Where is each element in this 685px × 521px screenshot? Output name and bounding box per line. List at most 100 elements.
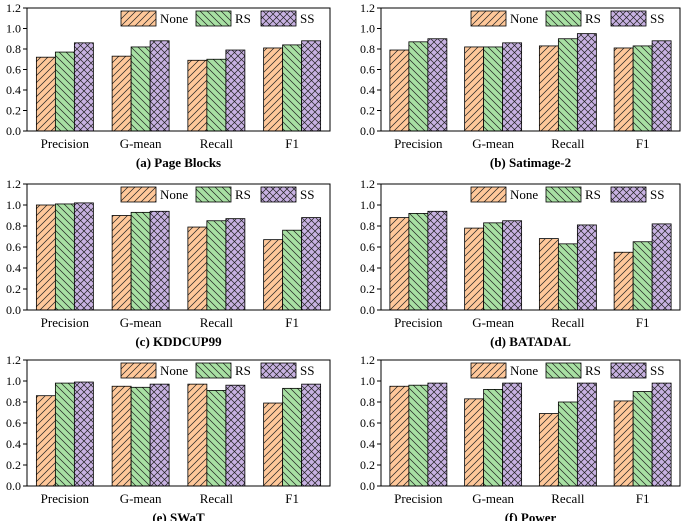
legend-label-ss: SS (300, 187, 314, 202)
bar-recall-rs (206, 220, 227, 311)
y-tick-label: 0.2 (6, 458, 21, 472)
bar-g-mean-none (464, 46, 485, 132)
x-tick-label: Recall (200, 136, 234, 151)
bar-precision-ss (427, 210, 448, 311)
chart-caption: (f) Power (505, 510, 557, 521)
bar-recall-none (538, 413, 559, 487)
x-tick-label: Recall (551, 315, 585, 330)
bar-precision-none (389, 385, 410, 487)
bar-recall-rs (206, 390, 227, 487)
chart-b-satimage-2: 0.0 0.2 0.4 0.6 0.8 1.0 1.2 Precision G-mean Reca… (360, 1, 681, 170)
x-tick-label: Precision (394, 491, 443, 506)
y-tick-label: 1.0 (360, 198, 375, 212)
y-tick-label: 1.0 (6, 22, 21, 36)
bar-precision-rs (54, 382, 75, 487)
chart-e-swat: 0.0 0.2 0.4 0.6 0.8 1.0 1.2 Precision G-mean Reca… (6, 353, 331, 521)
x-tick-label: Recall (200, 491, 234, 506)
y-tick-label: 0.0 (360, 303, 375, 317)
legend-label-none: None (510, 187, 538, 202)
bar-g-mean-ss (149, 383, 170, 487)
legend-label-none: None (160, 187, 188, 202)
x-tick-label: F1 (285, 315, 299, 330)
bar-precision-ss (427, 382, 448, 487)
legend-swatch-none (470, 10, 507, 27)
bar-f1-none (263, 402, 284, 487)
y-tick-label: 0.4 (6, 261, 21, 275)
y-tick-label: 0.4 (6, 437, 21, 451)
y-tick-label: 0.4 (360, 261, 375, 275)
chart-caption: (a) Page Blocks (136, 155, 221, 170)
bar-precision-none (35, 204, 56, 311)
y-tick-label: 0.4 (360, 83, 375, 97)
x-tick-label: Precision (41, 315, 90, 330)
y-tick-label: 0.0 (6, 303, 21, 317)
bar-g-mean-ss (502, 220, 523, 311)
x-tick-label: G-mean (472, 136, 514, 151)
legend-label-ss: SS (650, 187, 664, 202)
y-tick-label: 0.0 (6, 124, 21, 138)
x-tick-label: Precision (394, 136, 443, 151)
bar-f1-ss (301, 217, 322, 311)
bar-precision-none (35, 395, 56, 487)
chart-caption: (e) SWaT (152, 510, 205, 521)
legend-swatch-rs (545, 10, 582, 27)
bar-f1-none (613, 400, 634, 487)
bar-f1-ss (301, 40, 322, 132)
bar-f1-rs (282, 44, 303, 132)
y-tick-label: 0.8 (360, 219, 375, 233)
legend-swatch-rs (545, 362, 582, 379)
bar-precision-none (389, 49, 410, 132)
legend-swatch-rs (195, 186, 232, 203)
y-tick-label: 1.2 (360, 1, 375, 15)
y-tick-label: 0.8 (6, 42, 21, 56)
bar-precision-rs (54, 51, 75, 132)
bar-f1-ss (301, 383, 322, 487)
bar-f1-rs (632, 241, 653, 311)
bar-recall-rs (206, 58, 227, 132)
y-tick-label: 0.2 (360, 104, 375, 118)
bar-g-mean-rs (483, 388, 504, 487)
legend-swatch-none (470, 362, 507, 379)
chart-f-power: 0.0 0.2 0.4 0.6 0.8 1.0 1.2 Precision G-mean Reca… (360, 353, 681, 521)
bar-g-mean-ss (149, 40, 170, 132)
legend-swatch-ss (260, 10, 297, 27)
bar-precision-rs (408, 384, 429, 487)
legend-label-ss: SS (300, 11, 314, 26)
y-tick-label: 1.2 (360, 353, 375, 367)
plot-frame (26, 359, 331, 487)
y-tick-label: 0.8 (360, 42, 375, 56)
legend-label-none: None (160, 11, 188, 26)
bar-g-mean-rs (130, 46, 151, 132)
bar-precision-ss (427, 38, 448, 132)
bar-precision-ss (73, 202, 94, 311)
y-tick-label: 1.0 (6, 198, 21, 212)
x-tick-label: G-mean (120, 315, 162, 330)
bar-f1-ss (651, 223, 672, 311)
x-tick-label: F1 (636, 315, 650, 330)
bar-g-mean-none (111, 385, 132, 487)
x-tick-label: Precision (41, 491, 90, 506)
bar-recall-ss (225, 384, 246, 487)
bar-f1-ss (651, 382, 672, 487)
x-tick-label: G-mean (472, 315, 514, 330)
bar-g-mean-rs (130, 386, 151, 487)
y-tick-label: 0.8 (6, 219, 21, 233)
legend-swatch-ss (610, 10, 647, 27)
x-tick-label: F1 (285, 136, 299, 151)
y-tick-label: 0.0 (360, 479, 375, 493)
y-tick-label: 0.4 (6, 83, 21, 97)
x-tick-label: F1 (636, 491, 650, 506)
y-tick-label: 0.2 (360, 458, 375, 472)
bar-recall-ss (225, 49, 246, 132)
bar-g-mean-ss (502, 42, 523, 132)
legend-swatch-none (470, 186, 507, 203)
legend-label-rs: RS (585, 363, 601, 378)
bar-precision-ss (73, 381, 94, 487)
y-tick-label: 0.6 (360, 63, 375, 77)
legend-swatch-none (120, 362, 157, 379)
plot-frame (26, 7, 331, 132)
plot-frame (380, 7, 681, 132)
chart-caption: (d) BATADAL (490, 334, 571, 349)
legend-swatch-none (120, 10, 157, 27)
